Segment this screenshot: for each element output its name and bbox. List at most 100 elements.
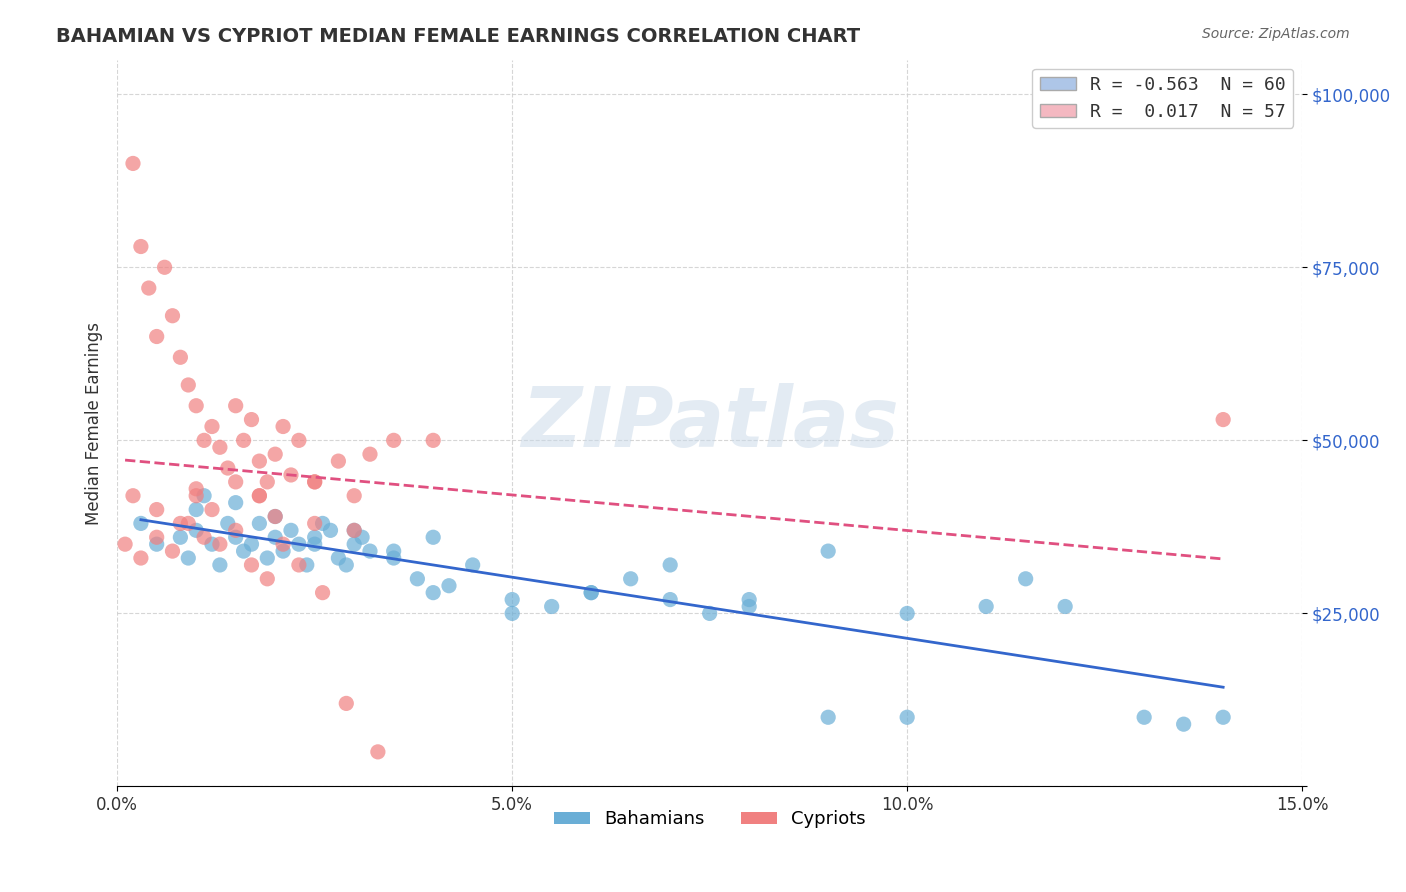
Point xyxy=(896,607,918,621)
Point xyxy=(304,530,326,544)
Point xyxy=(335,697,357,711)
Point xyxy=(145,530,167,544)
Point xyxy=(461,558,484,572)
Point xyxy=(247,516,270,531)
Point xyxy=(169,516,191,531)
Point xyxy=(240,558,263,572)
Point xyxy=(620,572,643,586)
Point xyxy=(319,524,342,538)
Point xyxy=(225,524,247,538)
Point xyxy=(359,544,381,558)
Point xyxy=(343,537,366,551)
Point xyxy=(247,454,270,468)
Point xyxy=(311,516,333,531)
Point xyxy=(304,475,326,489)
Point xyxy=(422,434,444,448)
Point xyxy=(232,544,254,558)
Legend: Bahamians, Cypriots: Bahamians, Cypriots xyxy=(547,803,873,836)
Point xyxy=(186,399,208,413)
Point xyxy=(201,537,224,551)
Point xyxy=(288,434,311,448)
Point xyxy=(177,378,200,392)
Point xyxy=(264,447,287,461)
Point xyxy=(208,558,231,572)
Point xyxy=(343,489,366,503)
Point xyxy=(422,585,444,599)
Point xyxy=(501,607,523,621)
Point xyxy=(240,412,263,426)
Point xyxy=(186,502,208,516)
Point xyxy=(579,585,602,599)
Text: BAHAMIAN VS CYPRIOT MEDIAN FEMALE EARNINGS CORRELATION CHART: BAHAMIAN VS CYPRIOT MEDIAN FEMALE EARNIN… xyxy=(56,27,860,45)
Point xyxy=(122,156,145,170)
Point xyxy=(256,572,278,586)
Point xyxy=(328,454,350,468)
Point xyxy=(288,558,311,572)
Point xyxy=(264,530,287,544)
Point xyxy=(208,537,231,551)
Point xyxy=(232,434,254,448)
Point xyxy=(328,551,350,566)
Point xyxy=(193,530,215,544)
Point xyxy=(367,745,389,759)
Point xyxy=(264,509,287,524)
Point xyxy=(382,551,405,566)
Point xyxy=(247,489,270,503)
Point xyxy=(359,447,381,461)
Text: Source: ZipAtlas.com: Source: ZipAtlas.com xyxy=(1202,27,1350,41)
Point xyxy=(240,537,263,551)
Point xyxy=(738,592,761,607)
Point xyxy=(186,524,208,538)
Point xyxy=(406,572,429,586)
Point xyxy=(122,489,145,503)
Point xyxy=(256,475,278,489)
Point xyxy=(382,434,405,448)
Point xyxy=(1173,717,1195,731)
Point xyxy=(659,592,682,607)
Y-axis label: Median Female Earnings: Median Female Earnings xyxy=(86,321,103,524)
Point xyxy=(145,537,167,551)
Point xyxy=(699,607,721,621)
Point xyxy=(271,537,294,551)
Point xyxy=(247,489,270,503)
Point xyxy=(201,502,224,516)
Point xyxy=(738,599,761,614)
Point xyxy=(169,351,191,365)
Point xyxy=(974,599,997,614)
Point xyxy=(352,530,374,544)
Point xyxy=(193,489,215,503)
Point xyxy=(896,710,918,724)
Point xyxy=(304,475,326,489)
Point xyxy=(1212,710,1234,724)
Point xyxy=(659,558,682,572)
Point xyxy=(217,461,239,475)
Text: ZIPatlas: ZIPatlas xyxy=(520,383,898,464)
Point xyxy=(304,516,326,531)
Point xyxy=(114,537,136,551)
Point xyxy=(382,544,405,558)
Point xyxy=(162,309,184,323)
Point xyxy=(343,524,366,538)
Point xyxy=(225,399,247,413)
Point xyxy=(422,530,444,544)
Point xyxy=(280,467,302,482)
Point xyxy=(153,260,176,275)
Point xyxy=(343,524,366,538)
Point xyxy=(335,558,357,572)
Point xyxy=(540,599,562,614)
Point xyxy=(186,489,208,503)
Point xyxy=(169,530,191,544)
Point xyxy=(271,544,294,558)
Point xyxy=(280,524,302,538)
Point xyxy=(162,544,184,558)
Point xyxy=(817,710,839,724)
Point xyxy=(225,475,247,489)
Point xyxy=(1212,412,1234,426)
Point xyxy=(177,551,200,566)
Point xyxy=(437,579,460,593)
Point xyxy=(256,551,278,566)
Point xyxy=(177,516,200,531)
Point xyxy=(201,419,224,434)
Point xyxy=(129,239,152,253)
Point xyxy=(225,530,247,544)
